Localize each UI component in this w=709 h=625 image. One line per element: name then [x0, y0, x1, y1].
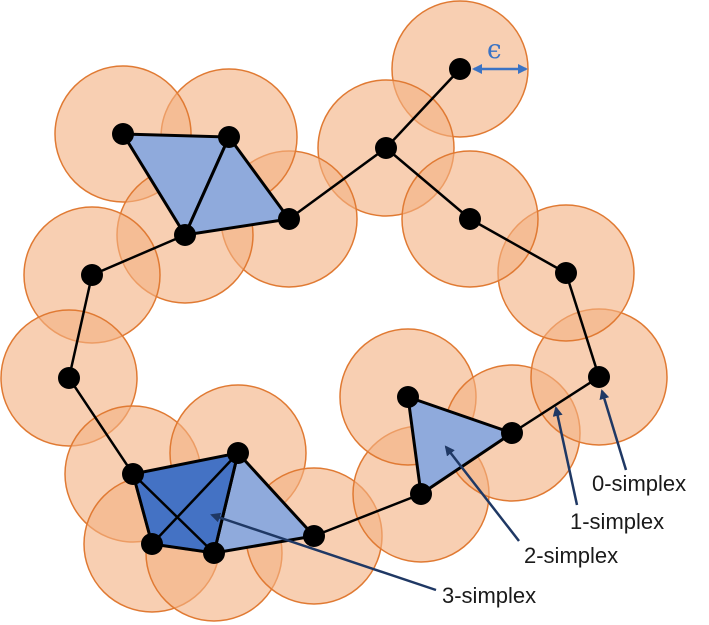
vertices: [58, 58, 610, 564]
vertex-point: [141, 533, 163, 555]
epsilon-label: ϵ: [487, 35, 502, 65]
vertex-point: [58, 367, 80, 389]
vertex-point: [112, 123, 134, 145]
vertex-point: [122, 463, 144, 485]
vertex-point: [375, 137, 397, 159]
vertex-point: [555, 262, 577, 284]
three-simplex-label: 3-simplex: [442, 583, 536, 608]
vertex-point: [218, 126, 240, 148]
two-simplex-top-middle: [182, 134, 292, 237]
vertex-point: [501, 422, 523, 444]
labels: 0-simplex 1-simplex 2-simplex 3-simplex: [442, 471, 686, 608]
edges: [67, 68, 601, 555]
epsilon-radius-marker: ϵ: [472, 35, 528, 74]
vertex-point: [303, 525, 325, 547]
three-simplex-arrow: [210, 512, 437, 592]
two-simplex-arrow: [444, 445, 520, 542]
vertex-point: [278, 208, 300, 230]
vertex-point: [227, 442, 249, 464]
vertex-point: [588, 366, 610, 388]
vertex-point: [397, 386, 419, 408]
annotation-arrows: [210, 389, 628, 592]
zero-simplex-label: 0-simplex: [592, 471, 686, 496]
vertex-point: [81, 264, 103, 286]
two-simplex-label: 2-simplex: [524, 543, 618, 568]
one-simplex-arrow: [552, 406, 579, 506]
two-simplex-right: [406, 394, 516, 497]
vertex-point: [410, 483, 432, 505]
one-simplex-label: 1-simplex: [570, 509, 664, 534]
simplices: [120, 132, 516, 555]
vertex-point: [459, 208, 481, 230]
vertex-point: [449, 58, 471, 80]
vertex-point: [174, 224, 196, 246]
zero-simplex-arrow: [599, 389, 628, 471]
vertex-point: [203, 542, 225, 564]
